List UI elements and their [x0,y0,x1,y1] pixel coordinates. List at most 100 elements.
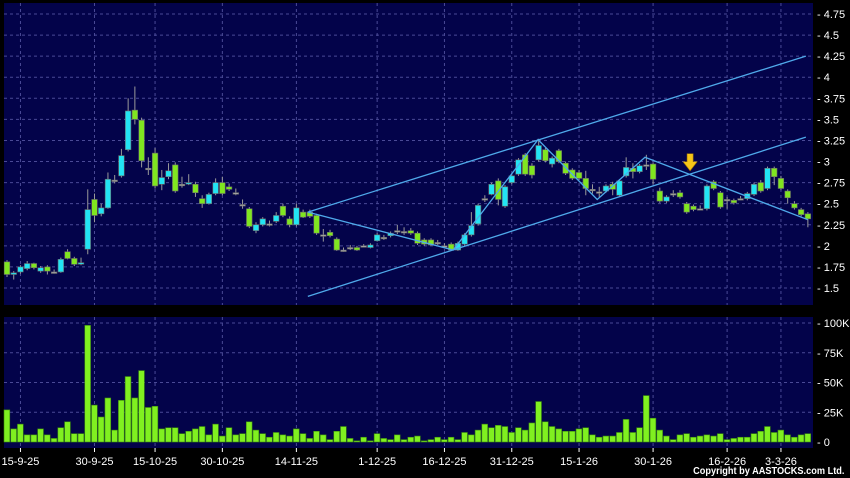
volume-bar [535,401,542,443]
candle-body [320,234,327,237]
candle-body [225,186,233,190]
volume-bar [367,440,374,443]
candle-body [199,198,206,204]
candle-body [266,223,273,226]
trendline-channel-lower [307,136,807,298]
candle-body [663,196,670,202]
volume-bar [131,397,138,443]
candle-body [64,251,71,259]
volume-tick-label: - 25K [817,407,844,419]
volume-bar [145,407,152,443]
candle-body [596,191,603,194]
volume-bar [17,423,24,443]
candle-body [178,183,186,187]
volume-bar [569,430,576,443]
candle-body [98,207,105,215]
candle-body [367,244,374,248]
trendlines [307,55,809,298]
candle-body [91,199,98,216]
candle-body [185,182,192,185]
candle-body [151,152,159,187]
volume-bar [575,428,583,443]
candle-body [427,239,435,246]
candle-body [649,163,657,180]
volume-bar [252,429,260,443]
volume-bar [212,423,219,443]
candle-body [495,180,502,200]
candle-body [697,208,704,211]
date-axis: 15-9-25 30-9-25 15-10-25 30-10-25 14-11-25 1-… [1,448,797,468]
candle-body [676,192,684,198]
candle-body [703,185,711,210]
volume-bar [447,436,455,443]
volume-bars [3,325,811,443]
price-tick-label: - 4.5 [817,30,839,42]
volume-bar [609,435,616,443]
volume-tick-label: - 100K [817,318,850,330]
volume-tick-label: - 75K [817,348,844,360]
candle-body [17,266,24,273]
volume-bar [232,434,239,443]
date-tick-label: 31-12-25 [490,456,534,468]
volume-bar [299,433,307,443]
date-tick-label: 30-9-25 [76,456,114,468]
volume-bar [178,433,186,443]
volume-tick-label: - 0 [817,437,830,449]
date-tick-label: 15-1-26 [560,456,598,468]
candle-body [481,198,488,201]
volume-bar [387,439,394,443]
volume-bar [293,428,300,443]
volume-bar [743,436,751,443]
candle-body [158,177,165,185]
price-tick-label: - 3.5 [817,114,839,126]
candle-body [259,218,266,226]
volume-bar [777,429,785,443]
candle-body [340,249,347,252]
volume-bar [750,433,758,443]
volume-bar [669,439,677,443]
candle-body [461,234,468,245]
price-tick-label: - 2 [817,241,830,253]
volume-bar [690,436,697,443]
volume-bar [508,432,515,443]
volume-bar [97,416,105,443]
candle-body [333,238,340,251]
date-tick-label: 15-10-25 [133,456,177,468]
volume-bar [245,421,253,443]
volume-bar [717,433,724,443]
volume-bar [683,433,690,443]
volume-bar [118,400,125,443]
volume-bar [501,426,509,443]
candle-body [717,192,724,208]
volume-bar [279,434,287,443]
volume-bar [582,427,589,443]
volume-bar [649,417,657,443]
date-tick-label: 3-3-26 [765,456,797,468]
candle-body [347,247,354,250]
volume-bar [346,438,354,443]
candle-body [37,267,44,272]
candle-body [165,170,172,177]
volume-bar [77,433,85,443]
candle-body [125,110,132,151]
candle-body [205,194,213,204]
volume-bar [764,426,771,443]
volume-bar [723,439,731,443]
candle-body [488,183,495,195]
volume-bar [797,434,805,443]
candle-body [326,232,334,237]
price-tick-label: - 4 [817,72,830,84]
date-tick-label: 15-9-25 [1,456,39,468]
volume-bar [616,432,623,443]
volume-bar [165,427,172,443]
candle-body [286,218,293,226]
candle-body [434,242,441,245]
volume-axis: - 0 - 25K - 50K - 75K - 100K [817,318,850,449]
candle-body [501,186,509,207]
candle-body [670,193,677,196]
candle-body [246,208,253,227]
candle-body [3,261,11,275]
volume-bar [710,435,717,443]
volume-bar [50,438,58,443]
